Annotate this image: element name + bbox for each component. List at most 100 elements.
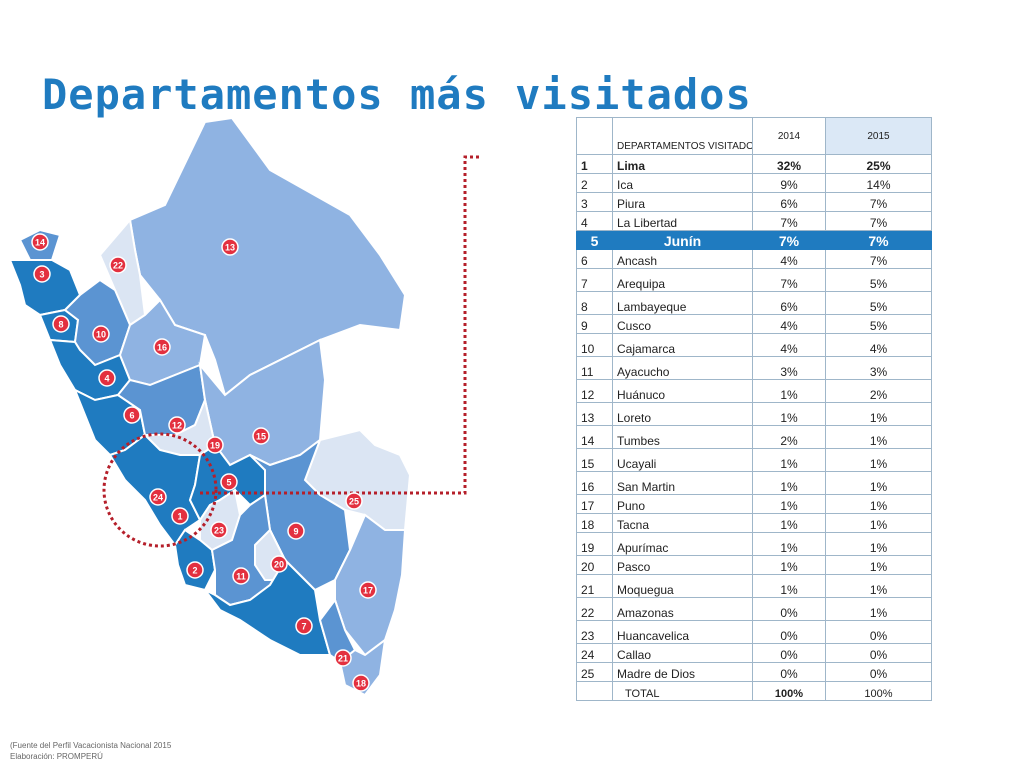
map-marker: 12 [168,416,186,434]
table-row: 18 Tacna 1% 1% [576,513,932,533]
value-2014: 7% [752,211,826,231]
header-departments: DEPARTAMENTOS VISITADOS [612,117,753,155]
rank-cell: 8 [576,291,613,315]
rank-cell: 16 [576,471,613,495]
table-row: 4 La Libertad 7% 7% [576,211,932,231]
rank-cell: 20 [576,555,613,575]
table-row: 25 Madre de Dios 0% 0% [576,662,932,682]
value-2014: 3% [752,356,826,380]
map-marker-label: 23 [214,526,224,536]
department-name: Moquegua [612,574,753,598]
rank-cell: 22 [576,597,613,621]
map-marker-label: 4 [104,374,109,384]
table-row: 24 Callao 0% 0% [576,643,932,663]
map-marker-label: 16 [157,343,167,353]
map-marker-dot [52,315,70,333]
footnote-credit: Elaboración: PROMPERÚ [10,752,103,761]
value-2015: 4% [825,333,932,357]
map-marker-label: 6 [129,411,134,421]
value-2014: 2% [752,425,826,449]
map-marker-label: 11 [236,572,246,582]
map-marker: 22 [109,256,127,274]
rank-cell: 6 [576,249,613,269]
table-row: 10 Cajamarca 4% 4% [576,333,932,357]
map-marker: 19 [206,436,224,454]
table-body: 1 Lima 32% 25% 2 Ica 9% 14% 3 Piura 6% 7% 4 La Libert… [576,154,932,682]
department-name: Loreto [612,402,753,426]
value-2014: 7% [752,268,826,292]
callout-lines [102,155,480,548]
map-marker-dot [98,369,116,387]
rank-cell: 21 [576,574,613,598]
value-2015: 1% [825,402,932,426]
footnote-source: (Fuente del Perfil Vacacionista Nacional… [10,741,172,750]
department-name: Piura [612,192,753,212]
footnote: (Fuente del Perfil Vacacionista Nacional… [10,740,171,762]
value-2014: 1% [752,494,826,514]
callout-connector-lower [200,155,480,495]
map-marker-label: 19 [210,441,220,451]
map-marker-dot [171,507,189,525]
value-2015: 1% [825,448,932,472]
table-row: 21 Moquegua 1% 1% [576,574,932,598]
map-marker: 7 [295,617,313,635]
rank-cell: 17 [576,494,613,514]
value-2014: 1% [752,471,826,495]
map-marker: 18 [352,674,370,692]
map-marker-dot [109,256,127,274]
header-rank [576,117,613,155]
map-marker-dot [334,649,352,667]
rank-cell: 1 [576,154,613,174]
value-2015: 7% [825,192,932,212]
department-name: Ucayali [612,448,753,472]
department-name: Tacna [612,513,753,533]
table-row: 11 Ayacucho 3% 3% [576,356,932,380]
map-marker-label: 18 [356,679,366,689]
rank-cell: 7 [576,268,613,292]
map-marker-dot [92,325,110,343]
value-2014: 6% [752,291,826,315]
rank-cell: 4 [576,211,613,231]
map-marker-label: 20 [274,560,284,570]
map-marker-dot [210,521,228,539]
value-2015: 1% [825,597,932,621]
value-2014: 7% [752,230,826,250]
region-tacna [338,637,387,697]
table-row: 14 Tumbes 2% 1% [576,425,932,449]
department-name: San Martin [612,471,753,495]
department-name: Lima [612,154,753,174]
value-2015: 0% [825,643,932,663]
department-name: Puno [612,494,753,514]
value-2015: 1% [825,532,932,556]
map-marker-label: 3 [39,270,44,280]
rank-cell: 24 [576,643,613,663]
value-2014: 1% [752,513,826,533]
table-row: 12 Huánuco 1% 2% [576,379,932,403]
map-marker: 9 [287,522,305,540]
map-marker-dot [270,555,288,573]
rank-cell: 10 [576,333,613,357]
map-marker: 11 [232,567,250,585]
value-2015: 7% [825,230,932,250]
total-2015: 100% [825,681,932,701]
table-header-row: DEPARTAMENTOS VISITADOS 2014 2015 [576,117,932,155]
department-name: Tumbes [612,425,753,449]
map-marker-label: 10 [96,330,106,340]
map-marker: 5 [220,473,238,491]
map-regions [8,116,412,697]
table-row: 6 Ancash 4% 7% [576,249,932,269]
map-marker-dot [33,265,51,283]
value-2014: 6% [752,192,826,212]
department-name: Ancash [612,249,753,269]
map-marker-label: 9 [293,527,298,537]
value-2015: 5% [825,314,932,334]
map-marker: 2 [186,561,204,579]
value-2014: 1% [752,448,826,472]
department-name: Huancavelica [612,620,753,644]
map-marker-dot [153,338,171,356]
map-marker-dot [149,488,167,506]
map-marker-dot [359,581,377,599]
rank-cell: 2 [576,173,613,193]
map-marker-label: 12 [172,421,182,431]
department-name: Apurímac [612,532,753,556]
